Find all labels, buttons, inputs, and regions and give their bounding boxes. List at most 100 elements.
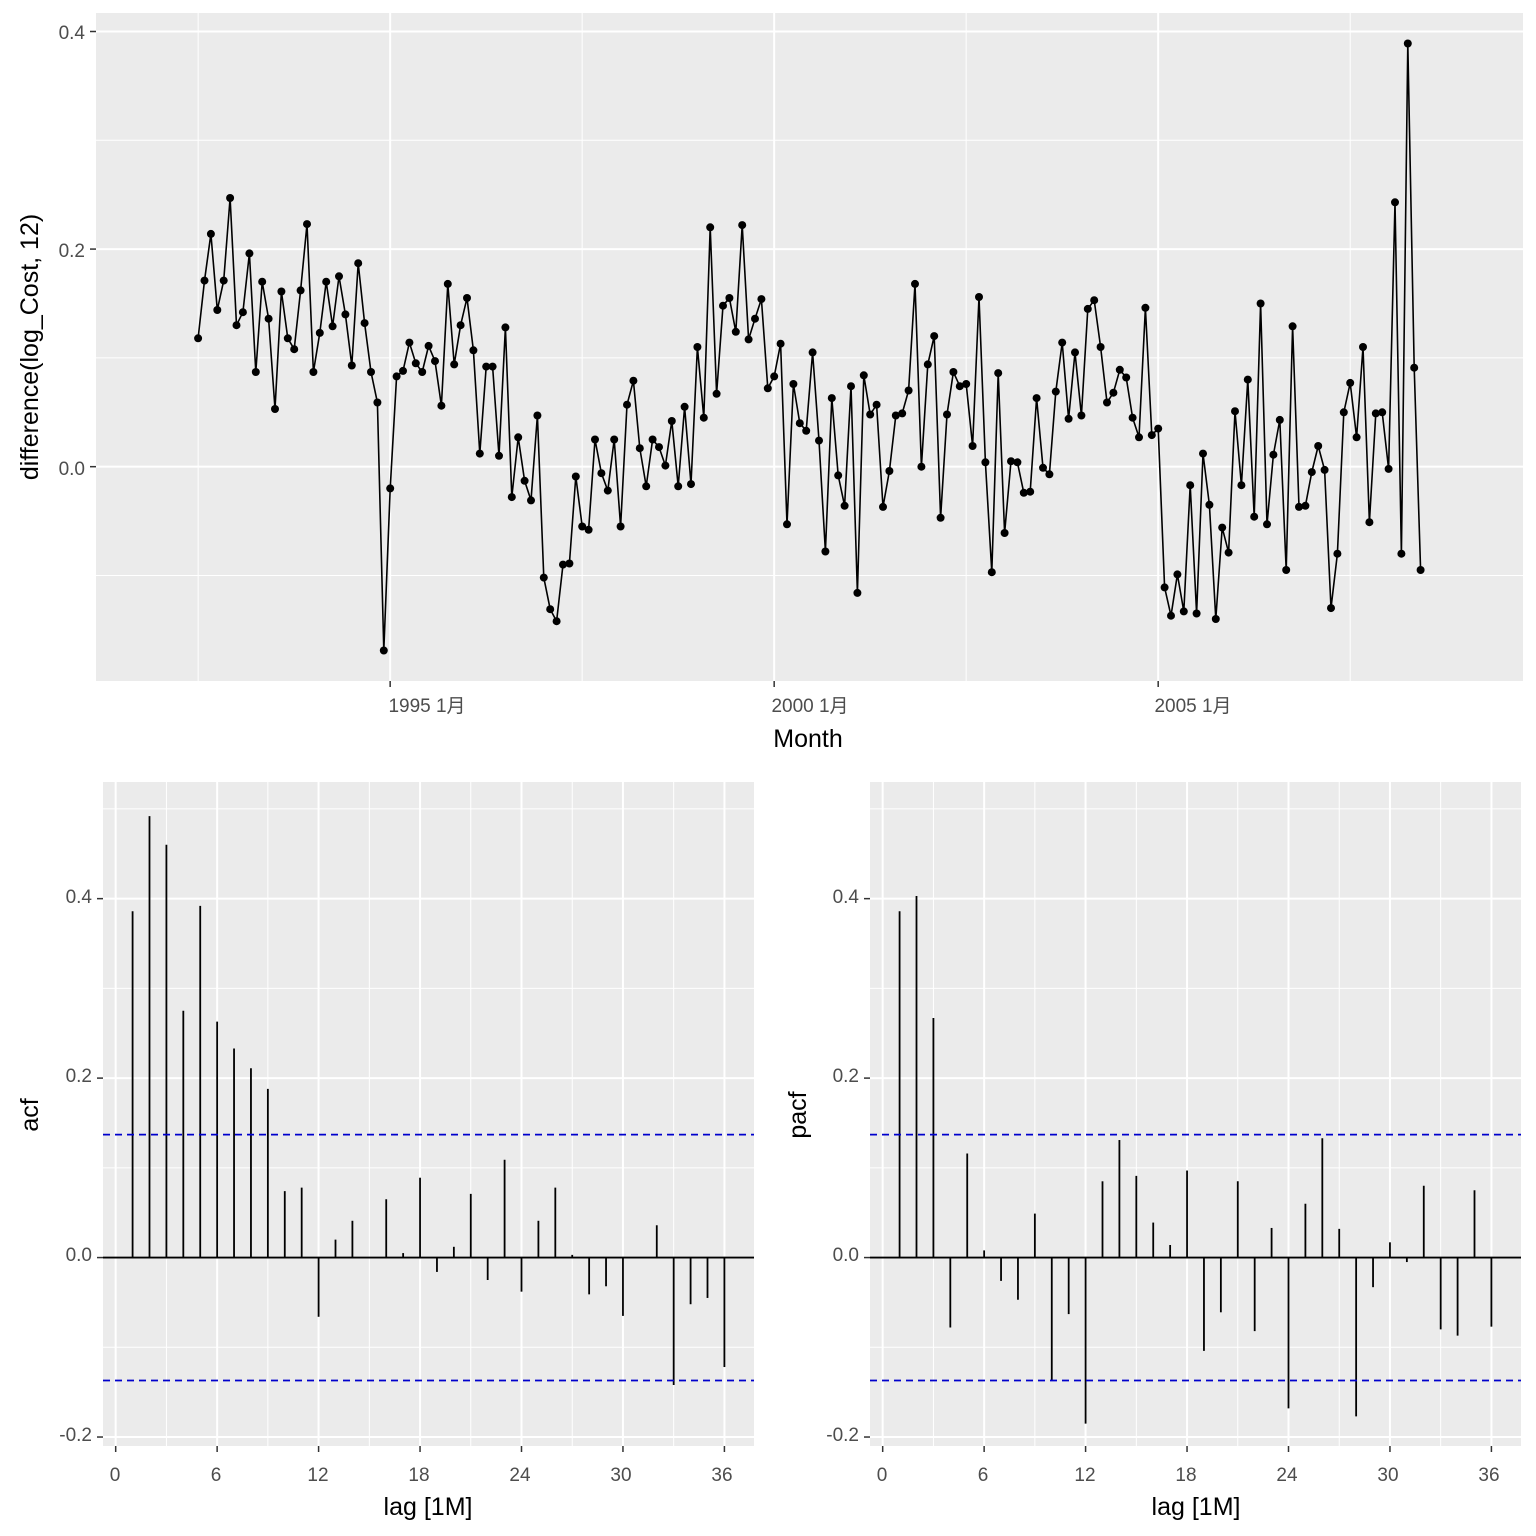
data-point [226, 194, 235, 202]
data-point [699, 413, 708, 422]
data-point [258, 277, 267, 286]
data-point [866, 410, 875, 419]
y-tick-label: 0.4 [833, 887, 860, 908]
data-point [872, 400, 881, 409]
data-point [834, 471, 843, 480]
y-tick-label: 0.2 [66, 1066, 92, 1087]
data-point [738, 221, 747, 230]
data-point [379, 646, 388, 655]
data-point [789, 380, 798, 388]
y-tick-label: 0.0 [59, 459, 85, 480]
y-axis-title: difference(log_Cost, 12) [16, 214, 44, 480]
pacf-plot: -0.2 0.0 0.2 0.4 0 6 12 18 24 30 36 lag … [784, 782, 1521, 1521]
data-point [1307, 468, 1316, 477]
data-point [597, 469, 606, 478]
data-point [206, 229, 215, 238]
data-point [527, 496, 535, 505]
y-tick-label: -0.2 [826, 1425, 859, 1446]
data-point [539, 573, 548, 582]
time-series-plot: 0.0 0.2 0.4 1995 1月 2000 1月 2005 1月 Mont… [16, 13, 1523, 753]
data-point [1314, 442, 1323, 450]
data-point [623, 400, 631, 409]
data-point [1007, 457, 1015, 466]
data-point [1224, 548, 1233, 557]
data-point [661, 461, 670, 470]
data-point [303, 220, 311, 229]
data-point [1000, 529, 1009, 537]
data-point [386, 484, 395, 493]
acf-bars [103, 816, 754, 1385]
data-point [1083, 304, 1092, 313]
data-point [891, 411, 900, 420]
x-tick-label: 36 [1478, 1465, 1499, 1486]
data-point [1090, 296, 1099, 305]
data-point [1416, 566, 1425, 574]
x-axis-title: Month [773, 725, 842, 753]
data-point [232, 321, 241, 330]
x-tick-label: 36 [711, 1465, 732, 1486]
data-point [424, 341, 433, 350]
y-axis-title: acf [16, 1098, 44, 1131]
data-point [840, 501, 849, 510]
data-point [719, 301, 727, 310]
data-point [1019, 488, 1028, 497]
data-point [1243, 375, 1252, 384]
data-point [981, 458, 990, 467]
data-point [399, 366, 407, 375]
data-point [1250, 512, 1259, 521]
data-point [1256, 299, 1265, 308]
data-point [821, 547, 830, 556]
data-point [610, 435, 619, 444]
y-tick-label: 0.0 [833, 1245, 859, 1266]
data-point [488, 362, 497, 371]
data-point [1013, 458, 1022, 467]
data-point [238, 308, 247, 317]
data-point [923, 360, 932, 369]
y-tick-label: 0.4 [66, 887, 93, 908]
data-point [904, 386, 913, 395]
data-point [251, 368, 260, 376]
data-point [1269, 450, 1278, 459]
data-point [757, 295, 766, 304]
data-point [1327, 604, 1335, 613]
data-point [770, 372, 779, 381]
data-point [1320, 465, 1329, 474]
pacf-grid [864, 782, 1521, 1452]
y-tick-label: -0.2 [59, 1425, 92, 1446]
data-point [431, 357, 439, 366]
data-point [1352, 433, 1361, 442]
data-point [546, 605, 555, 614]
data-point [1032, 394, 1041, 403]
data-point [520, 476, 529, 485]
data-point [456, 321, 465, 330]
data-point [591, 435, 599, 444]
y-tick-label: 0.2 [59, 241, 85, 262]
acf-y-axis: -0.2 0.0 0.2 0.4 [59, 887, 92, 1446]
data-point [1122, 373, 1131, 382]
data-point [751, 314, 759, 323]
data-point [1403, 39, 1412, 48]
data-point [1147, 431, 1156, 440]
x-tick-label: 30 [610, 1465, 631, 1486]
data-point [501, 323, 510, 332]
data-point [1301, 501, 1310, 510]
acf-plot: -0.2 0.0 0.2 0.4 0 6 12 18 24 30 36 lag … [16, 782, 754, 1521]
data-point [1205, 500, 1214, 509]
time-series-panel-background [96, 13, 1523, 681]
data-point [763, 384, 772, 393]
data-point [706, 223, 715, 232]
data-point [578, 522, 587, 531]
data-point [315, 328, 324, 337]
data-point [1333, 549, 1342, 558]
x-tick-label: 6 [211, 1465, 222, 1486]
data-point [667, 417, 676, 425]
data-point [949, 368, 958, 376]
data-point [1135, 433, 1143, 442]
data-point [213, 306, 222, 314]
data-point [271, 405, 279, 413]
data-point [354, 259, 363, 268]
x-tick-label: 0 [110, 1465, 121, 1486]
data-point [1263, 520, 1271, 529]
data-point [1064, 414, 1073, 423]
data-point [642, 482, 651, 491]
